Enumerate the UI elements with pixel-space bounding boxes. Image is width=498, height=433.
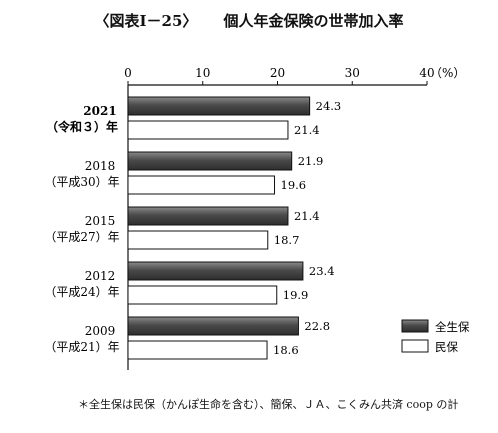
x-tick-label: 0	[124, 66, 132, 80]
category-era-label: （平成27）年	[44, 230, 119, 244]
category-era-label: （令和３）年	[46, 119, 118, 134]
bar-private-life	[127, 175, 276, 195]
x-axis-unit: （%）	[430, 66, 465, 80]
chart-title: 〈図表Ⅰ－25〉 個人年金保険の世帯加入率	[0, 10, 498, 31]
legend-label: 全生保	[435, 320, 470, 334]
bar-all-life	[127, 96, 311, 116]
bar-all-life	[127, 316, 299, 336]
legend-swatch-all-life	[401, 319, 429, 333]
bar-value-label: 18.6	[273, 343, 299, 357]
bar-private-life	[127, 120, 289, 140]
bar-all-life	[127, 206, 289, 226]
bar-value-label: 19.6	[281, 178, 307, 192]
bar-value-label: 21.4	[294, 209, 320, 223]
x-tick-label: 30	[345, 66, 360, 80]
bar-private-life	[127, 285, 278, 305]
bar-value-label: 18.7	[274, 233, 300, 247]
bar-value-label: 23.4	[309, 264, 335, 278]
legend-swatch-private-life	[401, 339, 429, 353]
category-year-label: 2012	[85, 269, 116, 283]
category-year-label: 2018	[85, 159, 116, 173]
category-era-label: （平成24）年	[44, 285, 119, 299]
bar-private-life	[127, 340, 268, 360]
figure-title: 個人年金保険の世帯加入率	[223, 12, 404, 30]
bar-value-label: 21.9	[298, 154, 324, 168]
category-year-label: 2015	[85, 214, 116, 228]
bar-value-label: 21.4	[294, 123, 320, 137]
x-tick-label: 10	[195, 66, 210, 80]
bar-value-label: 19.9	[283, 288, 309, 302]
x-tick-label: 20	[270, 66, 285, 80]
category-year-label: 2009	[85, 324, 116, 338]
figure-number: 〈図表Ⅰ－25〉	[94, 12, 198, 30]
x-tick-label: 40	[419, 66, 434, 80]
bar-all-life	[127, 151, 293, 171]
bar-value-label: 24.3	[316, 99, 342, 113]
category-era-label: （平成30）年	[44, 175, 119, 189]
category-era-label: （平成21）年	[44, 340, 119, 354]
bar-private-life	[127, 230, 269, 250]
bar-value-label: 22.8	[304, 319, 330, 333]
legend-label: 民保	[435, 340, 458, 354]
category-year-label: 2021	[83, 104, 116, 118]
bar-all-life	[127, 261, 304, 281]
footnote: ＊全生保は民保（かんぽ生命を含む）、簡保、ＪＡ、こくみん共済 coop の計	[78, 398, 459, 411]
